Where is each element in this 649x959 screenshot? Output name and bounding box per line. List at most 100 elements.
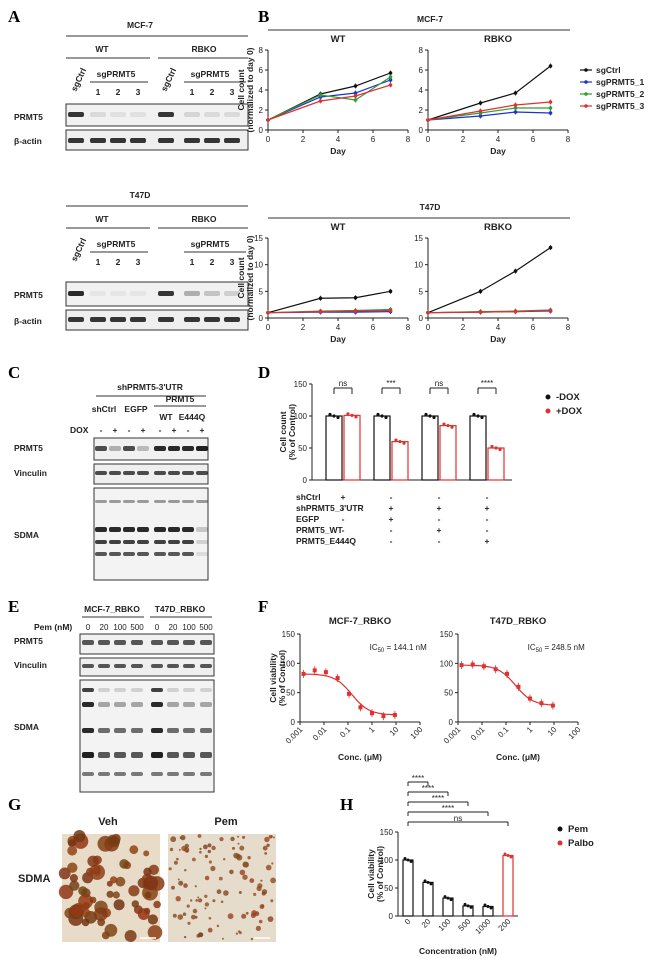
ihc-cell-pem	[208, 916, 212, 920]
chartF0-point	[370, 711, 374, 716]
chart-h-x-tick-label: 100	[437, 917, 453, 933]
chartF0-y-label-line1: Cell viability	[268, 653, 278, 703]
blot-a-mcf7-lane-2: 2	[116, 87, 121, 97]
blot-band-prmt5	[123, 446, 135, 451]
chart-d-table-row-label: PRMT5_WT	[296, 525, 344, 535]
blot-band-sdma	[131, 702, 143, 707]
blot-a-t47d-title: T47D	[130, 190, 151, 200]
chartF0-y-tick-label: 0	[291, 718, 296, 727]
blot-band-sdma	[137, 540, 149, 544]
chart-d-dot-1	[346, 412, 350, 416]
legend-b-swatch-dot	[584, 80, 588, 84]
chartB0-series-1-point	[353, 91, 358, 95]
ihc-cell-pem	[180, 835, 186, 841]
chart-d-table-cell: -	[486, 525, 489, 535]
chart-h-legend-swatch	[557, 840, 563, 846]
chartB0-series-3-point	[388, 83, 393, 87]
chartB0-y-label-line1: Cell count	[236, 69, 246, 110]
blot-a-t47d-sgprmt5-1: sgPRMT5	[97, 239, 136, 249]
chart-d-bar-0	[373, 415, 391, 481]
panel-g-cond-pem: Pem	[214, 816, 237, 828]
chart-d-y-tick-label: 100	[294, 412, 308, 421]
chart-h-legend-swatch	[557, 826, 563, 832]
chartB1-x-tick-label: 4	[496, 135, 501, 144]
chartB3-y-tick-label: 5	[419, 287, 424, 296]
blot-band-sdma	[167, 688, 179, 692]
chart-d-table-cell: -	[438, 514, 441, 524]
ihc-cell-veh	[81, 908, 91, 918]
ihc-cell-pem	[203, 844, 208, 850]
legend-b-swatch-dot	[584, 92, 588, 96]
ihc-cell-pem	[229, 869, 234, 875]
blot-a-mcf7-sgctrl-1: sgCtrl	[69, 66, 88, 92]
chart-f-t47d: T47D_RBKO 0 50 100 150 0.001 0.01 0.1 1 10 100 Conc…	[440, 616, 585, 762]
chartF1-point	[504, 671, 509, 676]
chart-d-dot-0	[332, 414, 336, 418]
chartF1-x-tick-label: 100	[567, 725, 583, 741]
blot-band-sdma	[114, 688, 126, 692]
chartB0-x-tick-label: 2	[301, 135, 306, 144]
chart-b-t47d-rbko: RBKO 0 2 4 6 8 0 5 10 15 Day	[414, 222, 571, 344]
chart-d-y-label: Cell count(% of Control)	[278, 404, 297, 460]
chartB0-x-tick-label: 0	[266, 135, 271, 144]
ihc-cell-pem	[260, 879, 263, 882]
chart-d-y-tick-label: 150	[294, 380, 308, 389]
chartB1-series-0-line	[427, 65, 551, 121]
chart-h-x-tick-label: 1000	[473, 917, 492, 936]
ihc-cell-pem	[204, 902, 210, 907]
ihc-cell-pem	[199, 847, 202, 851]
ihc-cell-pem	[216, 889, 222, 895]
ihc-cell-pem	[192, 908, 198, 914]
blot-e-dose-label: 0	[86, 623, 91, 632]
blot-band-sdma	[82, 752, 94, 758]
blot-band-sdma	[183, 688, 195, 692]
chartF1-y-tick-label: 50	[444, 689, 453, 698]
ihc-cell-pem	[186, 904, 190, 908]
ihc-cell-pem	[178, 848, 181, 851]
chart-d-table-cell: -	[342, 536, 345, 546]
ihc-cell-pem	[223, 890, 229, 896]
chart-d-y-label-line2: (% of Control)	[287, 404, 297, 460]
blot-e-row-vinculin: Vinculin	[14, 660, 47, 670]
ihc-cell-pem	[242, 874, 248, 880]
chart-d-dot-0	[432, 415, 436, 420]
blot-a-t47d-membrane-actin	[65, 309, 249, 331]
ihc-cell-veh	[67, 845, 78, 856]
blot-band-sdma	[82, 728, 94, 733]
panel-b-t47d-title: T47D	[420, 202, 441, 212]
blot-band-vinculin	[168, 471, 180, 475]
blot-band-sdma	[98, 688, 110, 692]
blot-band-prmt5	[90, 291, 106, 296]
ihc-cell-pem	[241, 913, 247, 919]
ihc-cell-pem	[176, 857, 179, 861]
legend-b-label: sgPRMT5_2	[596, 89, 644, 99]
ihc-cell-pem	[197, 834, 202, 838]
blot-band-sdma	[98, 728, 110, 733]
chart-h-significance: ****	[422, 784, 434, 793]
panel-g-images: Veh Pem SDMA	[18, 816, 276, 942]
ihc-cell-pem	[204, 894, 208, 898]
blot-a-mcf7: MCF-7 WT RBKO sgCtrl sgCtrl sgPRMT5 sgPR…	[14, 20, 249, 151]
blot-band-prmt5	[110, 291, 126, 296]
blot-a-mcf7-row-prmt5: PRMT5	[14, 112, 43, 122]
blot-band-sdma	[82, 772, 94, 776]
ihc-cell-pem	[237, 835, 240, 838]
chart-d-table-row-label: shCtrl	[296, 492, 321, 502]
blot-band-sdma	[200, 772, 212, 776]
blot-band-prmt5	[154, 446, 166, 451]
blot-a-t47d-sgctrl: sgCtrl	[69, 236, 88, 262]
ihc-cell-pem	[267, 916, 274, 922]
ihc-cell-pem	[261, 889, 268, 895]
ihc-cell-pem	[204, 907, 207, 910]
chartB2-series-3-point	[353, 309, 358, 313]
ihc-cell-veh	[106, 880, 113, 887]
chartB2-series-0-point	[318, 296, 323, 301]
chartB1-x-tick-label: 0	[426, 135, 431, 144]
chart-d-y-label-line1: Cell count	[278, 411, 288, 452]
blot-band-sdma	[167, 728, 179, 733]
blot-e-dose-label: 500	[130, 623, 144, 632]
blot-a-mcf7-sgctrl-2: sgCtrl	[159, 66, 178, 92]
blot-band-sdma	[154, 552, 166, 556]
blot-band-sdma	[168, 552, 180, 556]
blot-band-sdma	[82, 688, 94, 692]
